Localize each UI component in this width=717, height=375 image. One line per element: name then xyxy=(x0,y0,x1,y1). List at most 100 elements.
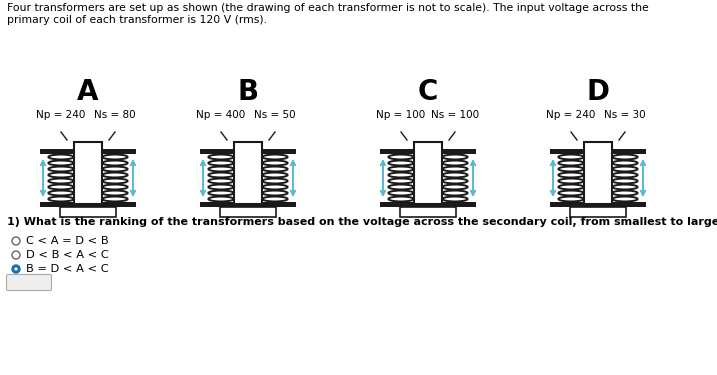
Ellipse shape xyxy=(209,190,234,195)
Ellipse shape xyxy=(389,172,414,177)
Text: Np = 240: Np = 240 xyxy=(546,110,596,120)
Text: Np = 100: Np = 100 xyxy=(376,110,426,120)
Bar xyxy=(40,202,136,207)
Bar xyxy=(234,142,262,204)
Bar xyxy=(40,149,136,154)
Ellipse shape xyxy=(612,166,637,171)
Text: Np = 400: Np = 400 xyxy=(196,110,246,120)
Ellipse shape xyxy=(612,190,637,195)
Ellipse shape xyxy=(612,160,637,165)
Text: D < B < A < C: D < B < A < C xyxy=(26,250,109,260)
Bar xyxy=(60,207,116,217)
Bar xyxy=(389,154,413,202)
Bar xyxy=(220,207,276,217)
Ellipse shape xyxy=(262,196,288,201)
Ellipse shape xyxy=(442,160,467,165)
Bar xyxy=(200,149,296,154)
Text: D: D xyxy=(587,78,609,106)
Ellipse shape xyxy=(262,172,288,177)
Bar xyxy=(263,154,287,202)
Bar xyxy=(49,154,73,202)
Ellipse shape xyxy=(612,184,637,189)
Text: 1) What is the ranking of the transformers based on the voltage across the secon: 1) What is the ranking of the transforme… xyxy=(7,217,717,227)
Ellipse shape xyxy=(49,196,74,201)
Bar xyxy=(584,142,612,204)
Ellipse shape xyxy=(209,154,234,159)
Bar xyxy=(209,154,233,202)
Ellipse shape xyxy=(612,178,637,183)
Bar xyxy=(74,142,102,204)
Ellipse shape xyxy=(103,178,128,183)
Ellipse shape xyxy=(559,178,584,183)
Ellipse shape xyxy=(209,166,234,171)
FancyBboxPatch shape xyxy=(6,274,52,291)
Ellipse shape xyxy=(442,166,467,171)
Text: Submit: Submit xyxy=(11,278,47,288)
Circle shape xyxy=(12,251,20,259)
Ellipse shape xyxy=(103,196,128,201)
Ellipse shape xyxy=(49,184,74,189)
Ellipse shape xyxy=(49,172,74,177)
Ellipse shape xyxy=(442,190,467,195)
Bar xyxy=(414,142,442,204)
Ellipse shape xyxy=(262,190,288,195)
Text: Ns = 80: Ns = 80 xyxy=(94,110,136,120)
Text: Ns = 30: Ns = 30 xyxy=(604,110,646,120)
Text: A: A xyxy=(77,78,99,106)
Bar xyxy=(380,202,476,207)
Bar xyxy=(550,202,646,207)
Text: Ns = 100: Ns = 100 xyxy=(431,110,479,120)
Bar xyxy=(613,154,637,202)
Text: B = D < A < C: B = D < A < C xyxy=(26,264,108,274)
Ellipse shape xyxy=(559,166,584,171)
Bar xyxy=(200,202,296,207)
Ellipse shape xyxy=(389,184,414,189)
Circle shape xyxy=(14,267,18,271)
Circle shape xyxy=(12,265,20,273)
Ellipse shape xyxy=(612,154,637,159)
Ellipse shape xyxy=(209,178,234,183)
Ellipse shape xyxy=(49,166,74,171)
Ellipse shape xyxy=(103,154,128,159)
Ellipse shape xyxy=(442,196,467,201)
Ellipse shape xyxy=(49,190,74,195)
Ellipse shape xyxy=(209,196,234,201)
Ellipse shape xyxy=(103,166,128,171)
Circle shape xyxy=(12,237,20,245)
Ellipse shape xyxy=(209,172,234,177)
Ellipse shape xyxy=(389,178,414,183)
Ellipse shape xyxy=(262,160,288,165)
Ellipse shape xyxy=(262,184,288,189)
Ellipse shape xyxy=(559,160,584,165)
Bar xyxy=(443,154,467,202)
Ellipse shape xyxy=(49,178,74,183)
Text: C: C xyxy=(418,78,438,106)
Ellipse shape xyxy=(49,160,74,165)
Ellipse shape xyxy=(559,190,584,195)
Ellipse shape xyxy=(103,190,128,195)
Ellipse shape xyxy=(559,154,584,159)
Ellipse shape xyxy=(103,184,128,189)
Ellipse shape xyxy=(442,154,467,159)
Ellipse shape xyxy=(442,172,467,177)
Ellipse shape xyxy=(389,166,414,171)
Ellipse shape xyxy=(262,154,288,159)
Text: Four transformers are set up as shown (the drawing of each transformer is not to: Four transformers are set up as shown (t… xyxy=(7,3,649,25)
Text: C < A = D < B: C < A = D < B xyxy=(26,236,108,246)
Ellipse shape xyxy=(262,166,288,171)
Bar xyxy=(380,149,476,154)
Ellipse shape xyxy=(209,184,234,189)
Ellipse shape xyxy=(103,160,128,165)
Ellipse shape xyxy=(49,154,74,159)
Ellipse shape xyxy=(612,172,637,177)
Ellipse shape xyxy=(442,184,467,189)
Text: B: B xyxy=(237,78,259,106)
Ellipse shape xyxy=(209,160,234,165)
Ellipse shape xyxy=(389,160,414,165)
Bar xyxy=(570,207,626,217)
Text: Ns = 50: Ns = 50 xyxy=(255,110,296,120)
Bar xyxy=(550,149,646,154)
Ellipse shape xyxy=(559,184,584,189)
Bar xyxy=(559,154,583,202)
Ellipse shape xyxy=(389,196,414,201)
